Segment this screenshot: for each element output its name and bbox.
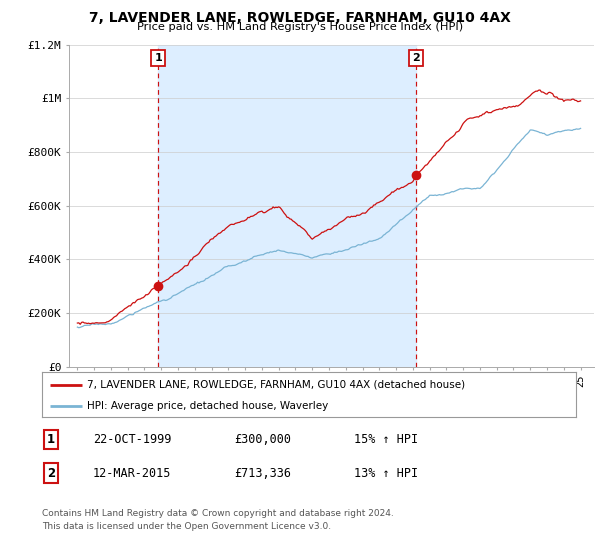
Text: 1: 1 bbox=[47, 433, 55, 446]
Text: £713,336: £713,336 bbox=[234, 466, 291, 480]
Bar bbox=[158, 45, 416, 367]
Text: 13% ↑ HPI: 13% ↑ HPI bbox=[354, 466, 418, 480]
Text: Contains HM Land Registry data © Crown copyright and database right 2024.: Contains HM Land Registry data © Crown c… bbox=[42, 509, 394, 518]
Text: 7, LAVENDER LANE, ROWLEDGE, FARNHAM, GU10 4AX: 7, LAVENDER LANE, ROWLEDGE, FARNHAM, GU1… bbox=[89, 11, 511, 25]
Text: HPI: Average price, detached house, Waverley: HPI: Average price, detached house, Wave… bbox=[88, 401, 329, 411]
Text: Price paid vs. HM Land Registry's House Price Index (HPI): Price paid vs. HM Land Registry's House … bbox=[137, 22, 463, 32]
Text: 12-MAR-2015: 12-MAR-2015 bbox=[93, 466, 172, 480]
Text: This data is licensed under the Open Government Licence v3.0.: This data is licensed under the Open Gov… bbox=[42, 522, 331, 531]
Text: 22-OCT-1999: 22-OCT-1999 bbox=[93, 433, 172, 446]
Text: £300,000: £300,000 bbox=[234, 433, 291, 446]
Text: 1: 1 bbox=[154, 53, 162, 63]
Text: 7, LAVENDER LANE, ROWLEDGE, FARNHAM, GU10 4AX (detached house): 7, LAVENDER LANE, ROWLEDGE, FARNHAM, GU1… bbox=[88, 380, 466, 390]
Text: 15% ↑ HPI: 15% ↑ HPI bbox=[354, 433, 418, 446]
Text: 2: 2 bbox=[412, 53, 420, 63]
Text: 2: 2 bbox=[47, 466, 55, 480]
